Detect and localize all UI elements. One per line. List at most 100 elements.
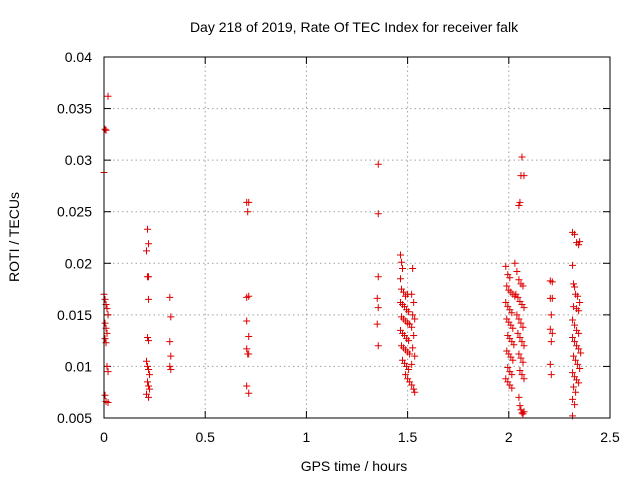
data-point xyxy=(410,331,418,339)
data-point xyxy=(146,385,154,393)
data-point xyxy=(509,356,517,364)
data-point xyxy=(570,352,578,360)
data-point xyxy=(243,345,251,353)
data-point xyxy=(101,391,109,399)
data-point xyxy=(510,341,518,349)
data-point xyxy=(411,388,419,396)
y-tick-label: 0.03 xyxy=(65,152,92,168)
data-point xyxy=(373,294,381,302)
data-point xyxy=(515,393,523,401)
y-tick-label: 0.025 xyxy=(57,204,92,220)
data-point xyxy=(515,315,523,323)
data-point xyxy=(101,335,109,343)
data-point xyxy=(571,283,579,291)
data-point xyxy=(104,92,112,100)
data-point xyxy=(515,350,523,358)
data-point xyxy=(518,338,526,346)
data-point xyxy=(503,282,511,290)
data-point xyxy=(516,334,524,342)
data-point xyxy=(397,251,405,259)
data-point xyxy=(411,352,419,360)
data-point xyxy=(575,329,583,337)
data-point xyxy=(103,362,111,370)
data-point xyxy=(571,401,579,409)
data-point xyxy=(408,360,416,368)
data-point xyxy=(574,292,582,300)
data-point xyxy=(144,334,152,342)
data-point xyxy=(146,371,154,379)
data-point xyxy=(405,337,413,345)
data-point xyxy=(243,317,251,325)
data-point xyxy=(511,259,519,267)
data-point xyxy=(408,323,416,331)
data-point xyxy=(409,344,417,352)
data-point xyxy=(569,395,577,403)
data-point xyxy=(406,350,414,358)
x-tick-label: 1 xyxy=(303,429,311,445)
y-tick-label: 0.015 xyxy=(57,307,92,323)
data-point xyxy=(411,315,419,323)
data-point xyxy=(508,384,516,392)
data-point xyxy=(548,278,556,286)
data-point xyxy=(244,208,252,216)
data-point xyxy=(547,311,555,319)
data-point xyxy=(143,357,151,365)
data-point xyxy=(502,262,510,270)
data-point xyxy=(570,383,578,391)
data-point xyxy=(575,379,583,387)
data-point xyxy=(167,352,175,360)
data-point xyxy=(374,160,382,168)
data-point xyxy=(101,125,109,133)
data-point xyxy=(410,298,418,306)
data-point xyxy=(144,362,152,370)
data-point xyxy=(576,364,584,372)
data-point xyxy=(504,363,512,371)
data-point xyxy=(516,402,524,410)
data-point xyxy=(502,298,510,306)
data-point xyxy=(509,324,517,332)
data-point xyxy=(577,349,585,357)
plot-frame xyxy=(103,56,611,419)
data-point xyxy=(576,298,584,306)
data-point xyxy=(245,198,253,206)
data-point xyxy=(515,202,523,210)
data-point xyxy=(374,210,382,218)
data-point xyxy=(402,371,410,379)
data-point xyxy=(374,342,382,350)
data-point xyxy=(506,274,514,282)
data-point xyxy=(101,295,109,303)
x-tick-label: 1.5 xyxy=(398,429,418,445)
data-point xyxy=(104,311,112,319)
data-point xyxy=(520,342,528,350)
data-point xyxy=(408,381,416,389)
data-point xyxy=(516,367,524,375)
data-point xyxy=(513,311,521,319)
data-point xyxy=(409,264,417,272)
y-tick-label: 0.035 xyxy=(57,101,92,117)
data-point xyxy=(245,389,253,397)
data-point xyxy=(517,354,525,362)
data-point xyxy=(574,360,582,368)
data-point xyxy=(104,368,112,376)
data-point xyxy=(373,320,381,328)
data-point xyxy=(518,153,526,161)
data-point xyxy=(569,261,577,269)
data-point xyxy=(520,408,528,416)
data-point xyxy=(145,273,153,281)
x-tick-label: 0.5 xyxy=(195,429,215,445)
data-point xyxy=(243,382,251,390)
data-point xyxy=(569,369,577,377)
y-tick-label: 0.02 xyxy=(65,255,92,271)
data-point xyxy=(245,292,253,300)
data-point xyxy=(519,282,527,290)
data-point xyxy=(104,399,112,407)
chart-title: Day 218 of 2019, Rate Of TEC Index for r… xyxy=(190,19,519,35)
data-point xyxy=(167,366,175,374)
data-point xyxy=(575,307,583,315)
data-point xyxy=(405,308,413,316)
data-point xyxy=(166,293,174,301)
x-tick-label: 0 xyxy=(100,429,108,445)
data-point xyxy=(400,288,408,296)
